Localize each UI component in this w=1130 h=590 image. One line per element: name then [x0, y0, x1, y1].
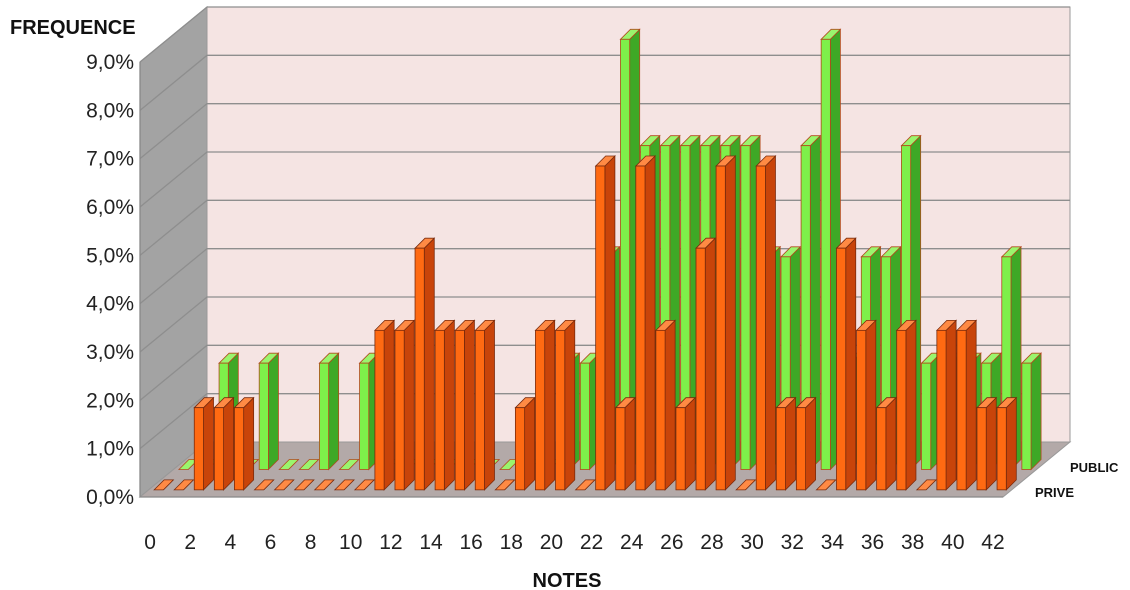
bar-prive — [594, 155, 616, 491]
bar-public — [338, 459, 360, 470]
gridline — [139, 103, 1070, 160]
bar-prive — [213, 396, 235, 491]
bar-prive — [574, 479, 596, 491]
bar-public — [298, 459, 320, 470]
gridline — [139, 6, 1070, 63]
bar-prive — [755, 155, 777, 491]
x-tick-label: 16 — [459, 531, 482, 554]
bar-prive — [373, 319, 396, 491]
bar-prive — [193, 396, 215, 491]
bar-public — [258, 352, 280, 471]
bar-prive — [494, 479, 516, 491]
series-prive-bars — [153, 155, 1018, 491]
y-tick-label: 4,0% — [86, 293, 134, 316]
x-tick-label: 30 — [740, 531, 763, 554]
x-tick-label: 8 — [305, 531, 317, 554]
y-tick-label: 6,0% — [86, 196, 134, 219]
y-axis-ticks: 0,0% 1,0% 2,0% 3,0% 4,0% 5,0% 6,0% 7,0% 8,0% 9,0% — [86, 51, 134, 509]
y-tick-label: 2,0% — [86, 389, 134, 412]
gridlines — [139, 6, 1070, 498]
bar-prive — [554, 319, 576, 491]
x-axis-ticks: 0 2 4 6 8 10 12 14 16 18 20 22 24 26 28 30 32 34 36 38 40 42 — [144, 531, 1004, 554]
bar-prive — [353, 479, 376, 491]
y-axis-title: FREQUENCE — [10, 17, 136, 39]
bar-prive — [835, 237, 857, 491]
bar-prive — [434, 319, 456, 491]
bar-prive — [173, 479, 195, 491]
x-tick-label: 32 — [781, 531, 804, 554]
bar-prive — [333, 479, 355, 491]
gridline — [139, 199, 1070, 256]
bar-prive — [815, 479, 837, 491]
x-tick-label: 28 — [700, 531, 723, 554]
y-tick-label: 1,0% — [86, 438, 134, 461]
x-tick-label: 22 — [580, 531, 603, 554]
y-tick-label: 7,0% — [86, 148, 134, 171]
bar-prive — [976, 396, 998, 491]
y-tick-label: 3,0% — [86, 341, 134, 364]
bar-prive — [474, 319, 496, 491]
bar-prive — [875, 396, 897, 491]
x-tick-label: 34 — [821, 531, 845, 554]
x-tick-label: 18 — [500, 531, 523, 554]
x-tick-label: 12 — [379, 531, 402, 554]
bar-prive — [313, 479, 335, 491]
bar-prive — [674, 396, 697, 491]
bar-public — [800, 134, 822, 471]
bar-prive — [996, 396, 1018, 491]
bar-public — [1020, 352, 1043, 471]
bar-prive — [414, 237, 436, 491]
x-tick-label: 24 — [620, 531, 644, 554]
y-tick-label: 5,0% — [86, 244, 134, 267]
x-tick-label: 0 — [144, 531, 156, 554]
bar-prive — [955, 319, 978, 491]
bar-prive — [654, 319, 677, 491]
gridline — [139, 248, 1070, 305]
bar-prive — [695, 237, 717, 491]
bar-prive — [153, 479, 175, 491]
bar-prive — [735, 479, 757, 491]
series-label-prive: PRIVE — [1035, 485, 1074, 500]
x-tick-label: 2 — [184, 531, 196, 554]
bar-prive — [394, 319, 416, 491]
bar-prive — [454, 319, 476, 491]
bar-public — [318, 352, 340, 471]
bar-prive — [614, 396, 636, 491]
x-tick-label: 40 — [941, 531, 964, 554]
y-tick-label: 9,0% — [86, 51, 134, 74]
x-tick-label: 4 — [224, 531, 236, 554]
bar-prive — [795, 396, 817, 491]
bar-prive — [935, 319, 958, 491]
bar-prive — [233, 396, 255, 491]
y-tick-label: 0,0% — [86, 486, 134, 509]
bar-prive — [915, 479, 937, 491]
x-tick-label: 10 — [339, 531, 362, 554]
bar-prive — [775, 396, 797, 491]
gridline — [139, 151, 1070, 208]
bar-prive — [253, 479, 275, 491]
bar-prive — [895, 319, 917, 491]
bar-public — [278, 459, 300, 470]
bar-prive — [855, 319, 877, 491]
x-tick-label: 42 — [981, 531, 1004, 554]
bar-prive — [634, 155, 657, 491]
x-tick-label: 26 — [660, 531, 683, 554]
x-axis-title: NOTES — [533, 570, 602, 590]
x-tick-label: 14 — [419, 531, 443, 554]
bar-prive — [514, 396, 536, 491]
bar-prive — [273, 479, 295, 491]
series-label-public: PUBLIC — [1070, 460, 1119, 475]
x-tick-label: 36 — [861, 531, 884, 554]
gridline — [139, 54, 1070, 111]
y-tick-label: 8,0% — [86, 99, 134, 122]
bar-prive — [293, 479, 315, 491]
bar-prive — [534, 319, 556, 491]
x-tick-label: 20 — [540, 531, 563, 554]
bar-prive — [715, 155, 737, 491]
x-tick-label: 6 — [265, 531, 277, 554]
x-tick-label: 38 — [901, 531, 924, 554]
